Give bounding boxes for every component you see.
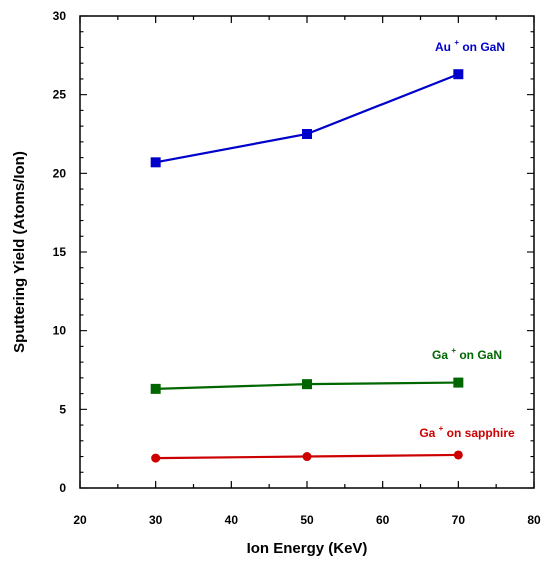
data-point — [454, 450, 463, 459]
series-label-main: Ga — [419, 426, 438, 440]
series-line-0 — [156, 74, 459, 162]
x-tick-label: 80 — [527, 513, 541, 527]
data-point — [151, 384, 161, 394]
series-layer — [151, 69, 464, 462]
series-label-rest: on GaN — [459, 40, 505, 54]
series-label-0: Au + on GaN — [435, 38, 505, 54]
x-tick-label: 20 — [73, 513, 87, 527]
data-point — [453, 69, 463, 79]
plot-frame — [80, 16, 534, 488]
series-label-rest: on GaN — [456, 348, 502, 362]
x-tick-label: 40 — [225, 513, 239, 527]
series-label-main: Ga — [432, 348, 451, 362]
y-tick-label: 5 — [59, 402, 66, 416]
x-axis-title: Ion Energy (KeV) — [247, 540, 368, 557]
series-label-1: Ga + on GaN — [432, 346, 502, 362]
y-tick-label: 10 — [53, 324, 67, 338]
y-axis-title: Sputtering Yield (Atoms/Ion) — [11, 151, 28, 353]
data-point — [302, 129, 312, 139]
data-point — [302, 379, 312, 389]
series-label-rest: on sapphire — [443, 426, 515, 440]
x-tick-label: 60 — [376, 513, 390, 527]
data-point — [303, 452, 312, 461]
data-point — [453, 378, 463, 388]
series-label-2: Ga + on sapphire — [419, 424, 515, 440]
data-point — [151, 157, 161, 167]
y-tick-label: 30 — [53, 9, 67, 23]
y-tick-label: 15 — [53, 245, 67, 259]
x-tick-label: 70 — [452, 513, 466, 527]
data-point — [151, 454, 160, 463]
series-label-main: Au — [435, 40, 454, 54]
y-tick-label: 0 — [59, 481, 66, 495]
x-axis-ticks: 20 30 40 50 60 70 80 — [73, 16, 541, 527]
y-tick-label: 25 — [53, 88, 67, 102]
y-axis-ticks: 0 5 10 15 20 25 30 — [53, 9, 534, 495]
x-tick-label: 30 — [149, 513, 163, 527]
y-tick-label: 20 — [53, 166, 67, 180]
x-tick-label: 50 — [300, 513, 314, 527]
series-labels: Au + on GaN Ga + on GaN Ga + on sapphire — [419, 38, 515, 440]
